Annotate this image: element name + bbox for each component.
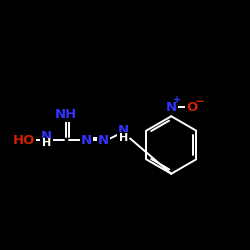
Text: N: N xyxy=(41,130,52,143)
Text: H: H xyxy=(119,133,128,143)
Text: N: N xyxy=(118,124,129,137)
Text: +: + xyxy=(174,96,182,106)
Text: HO: HO xyxy=(12,134,35,146)
Text: N: N xyxy=(81,134,92,146)
Text: O: O xyxy=(186,101,198,114)
Text: N: N xyxy=(166,101,177,114)
Text: H: H xyxy=(42,138,51,148)
Text: N: N xyxy=(98,134,109,146)
Text: NH: NH xyxy=(55,108,78,122)
Text: −: − xyxy=(195,96,205,108)
